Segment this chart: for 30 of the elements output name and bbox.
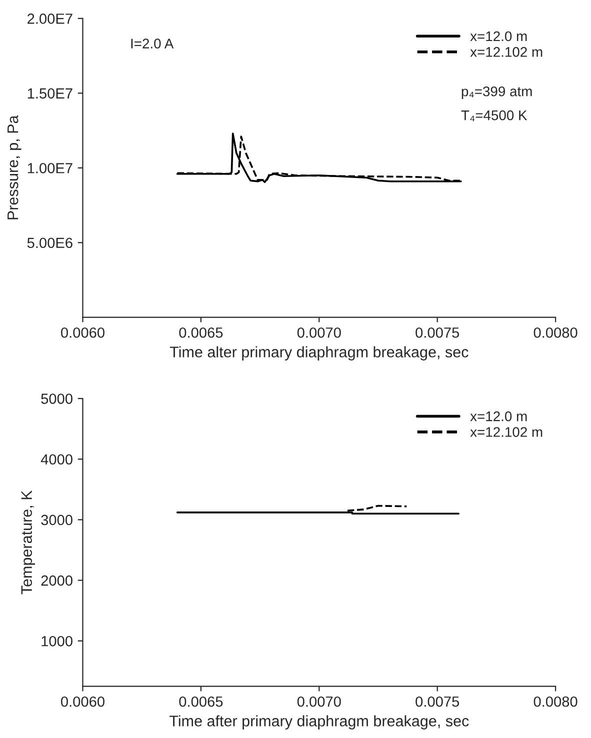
x-tick-label: 0.0060	[61, 327, 104, 338]
x-tick-label: 0.0065	[179, 327, 223, 338]
legend-label: x=12.0 m	[470, 411, 527, 422]
x-tick-label: 0.0065	[179, 696, 223, 707]
x-tick-label: 0.0080	[534, 696, 578, 707]
y-axis-title: Temperature, K	[21, 490, 36, 594]
legend-label: x=12.0 m	[470, 31, 527, 42]
x-tick-label: 0.0070	[297, 327, 341, 338]
annotation: p₄=399 atm	[462, 86, 532, 100]
x-tick-label: 0.0070	[297, 696, 341, 707]
y-tick-label: 2.00E7	[28, 14, 72, 24]
y-tick-label: 4000	[40, 454, 72, 465]
legend-label: x=12.102 m	[470, 427, 542, 437]
y-tick-label: 2000	[41, 575, 72, 586]
x-axis-title: Time alter primary diaphragm breakage, sec	[170, 346, 468, 360]
x-axis-title: Time after primary diaphragm breakage, sec	[169, 715, 469, 730]
y-tick-label: 5000	[41, 394, 72, 404]
annotation: T₄=4500 K	[461, 110, 528, 122]
y-tick-label: 1.50E7	[28, 88, 72, 99]
y-tick-label: 5.00E6	[27, 238, 72, 248]
y-tick-label: 1000	[42, 636, 72, 646]
annotation: I=2.0 A	[131, 38, 174, 48]
legend-label: x=12.102 m	[470, 47, 542, 57]
y-tick-label: 3000	[41, 514, 72, 526]
x-tick-label: 0.0075	[416, 327, 460, 338]
y-tick-label: 1.00E7	[28, 162, 72, 174]
x-tick-label: 0.0075	[416, 696, 460, 707]
y-axis-title: Pressure, p, Pa	[8, 115, 22, 220]
x-tick-label: 0.0080	[534, 327, 578, 338]
x-tick-label: 0.0060	[61, 696, 104, 707]
